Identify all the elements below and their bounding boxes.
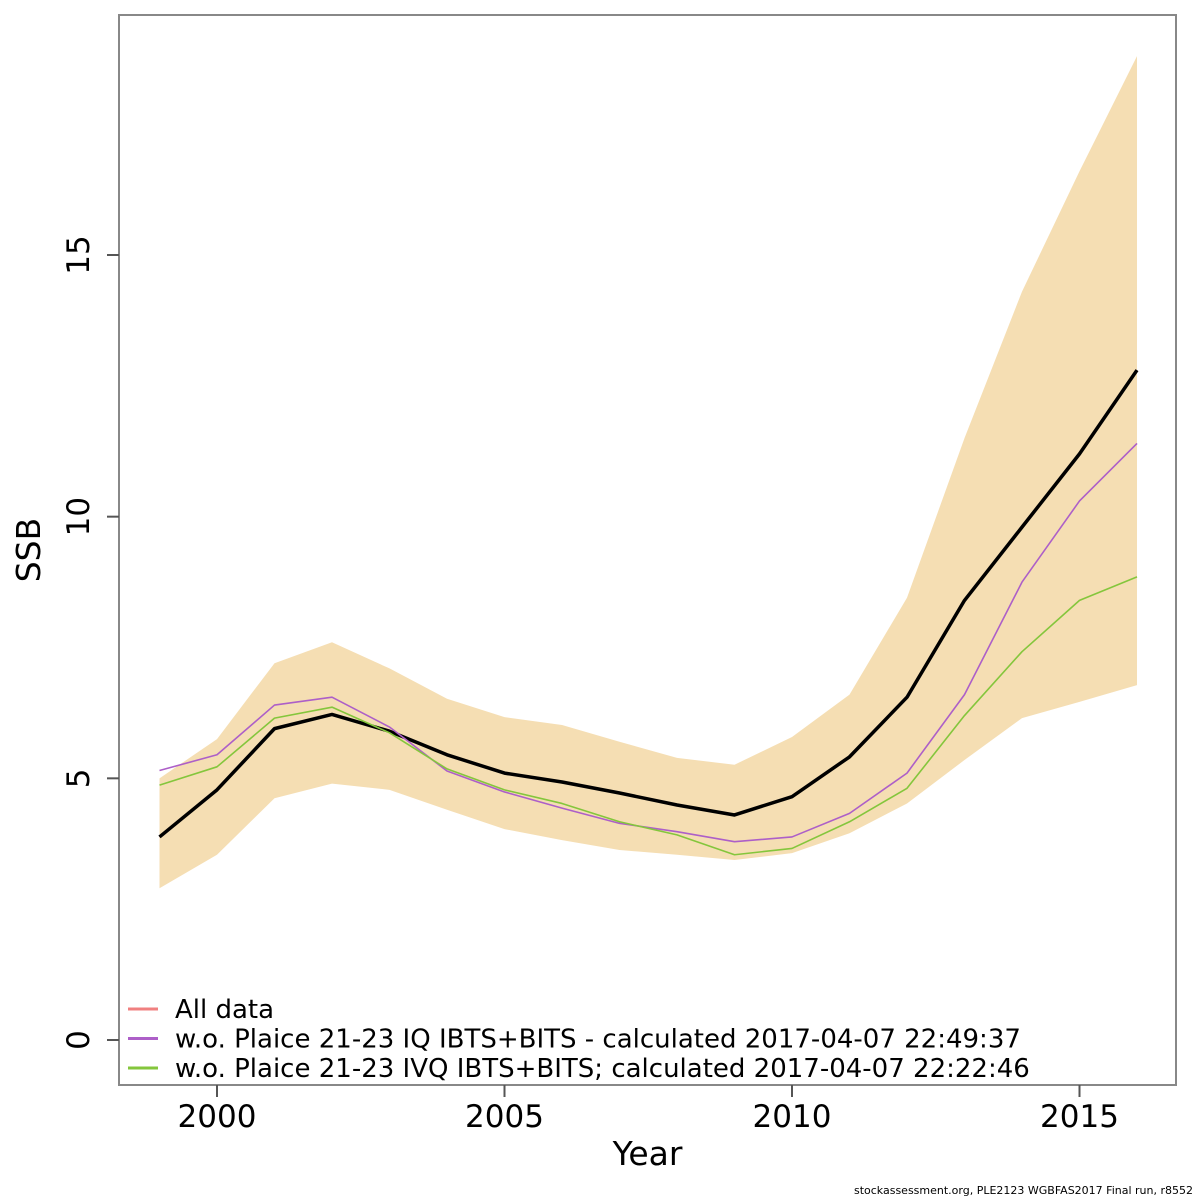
- legend-label: All data: [175, 995, 274, 1025]
- plot-box: [118, 14, 1177, 1086]
- x-tick-label: 2015: [1040, 1099, 1119, 1135]
- base-fit-line: [158, 369, 1139, 839]
- y-tick-label: 10: [61, 497, 97, 536]
- legend-label: w.o. Plaice 21-23 IQ IBTS+BITS - calcula…: [175, 1025, 1021, 1055]
- y-tick-label: 15: [61, 235, 97, 274]
- x-tick-label: 2005: [465, 1099, 544, 1135]
- series-lines: [158, 369, 1139, 856]
- footer-credit: stockassessment.org, PLE2123 WGBFAS2017 …: [854, 1184, 1193, 1197]
- x-tick-label: 2000: [178, 1099, 257, 1135]
- x-axis: 2000 2005 2010 2015: [178, 1085, 1119, 1135]
- x-axis-title: Year: [612, 1134, 683, 1173]
- x-tick-label: 2010: [753, 1099, 832, 1135]
- y-tick-label: 5: [61, 768, 97, 788]
- y-axis: 0 5 10 15: [61, 235, 119, 1050]
- legend-label: w.o. Plaice 21-23 IVQ IBTS+BITS; calcula…: [175, 1054, 1030, 1084]
- y-axis-title: SSB: [9, 518, 48, 583]
- confidence-band: [159, 56, 1137, 889]
- y-tick-label: 0: [61, 1030, 97, 1050]
- wo-ivq-line: [159, 576, 1138, 856]
